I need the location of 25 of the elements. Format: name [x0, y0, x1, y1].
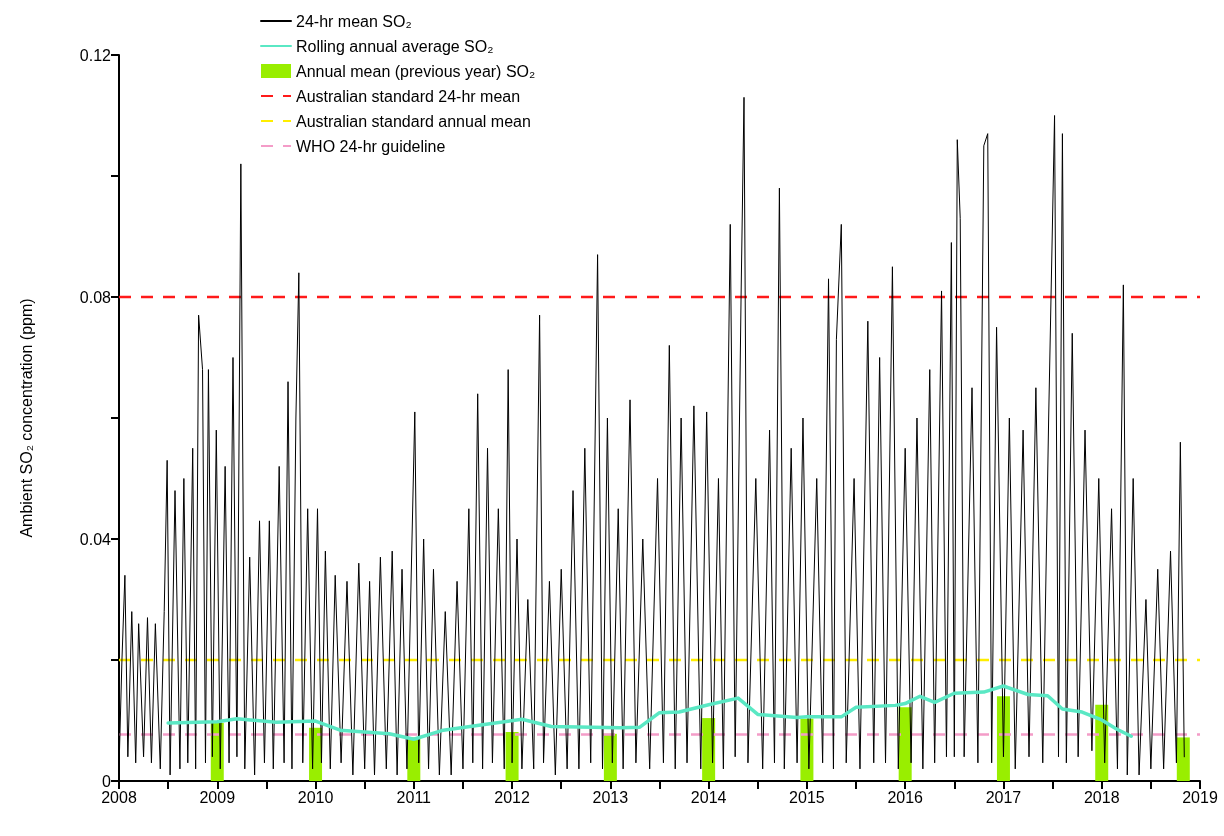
legend-label: 24-hr mean SO₂	[296, 12, 412, 30]
x-tick-label: 2009	[199, 788, 236, 806]
x-tick-label: 2018	[1083, 788, 1120, 806]
x-tick-label: 2014	[690, 788, 727, 806]
legend-label: WHO 24-hr guideline	[296, 137, 446, 155]
legend-label: Australian standard 24-hr mean	[296, 87, 521, 105]
y-tick-label: 0.04	[79, 530, 112, 548]
bar	[1176, 737, 1190, 781]
legend-label: Australian standard annual mean	[296, 112, 531, 130]
x-tick-label: 2011	[396, 788, 432, 806]
y-axis-title: Ambient SO₂ concentration (ppm)	[17, 298, 35, 538]
x-tick-label: 2013	[592, 788, 629, 806]
y-tick-label: 0.12	[79, 46, 112, 64]
x-tick-label: 2010	[297, 788, 334, 806]
legend-label: Rolling annual average SO₂	[296, 37, 494, 55]
line-series	[166, 684, 1133, 742]
legend-label: Annual mean (previous year) SO₂	[296, 62, 536, 80]
y-tick-label: 0	[102, 772, 112, 790]
x-tick-label: 2015	[789, 788, 825, 806]
x-tick-label: 2017	[985, 788, 1022, 806]
x-tick-label: 2019	[1182, 788, 1218, 806]
x-tick-label: 2008	[101, 788, 137, 806]
x-tick-label: 2016	[887, 788, 924, 806]
y-tick-label: 0.08	[79, 288, 112, 306]
x-tick-label: 2012	[494, 788, 530, 806]
